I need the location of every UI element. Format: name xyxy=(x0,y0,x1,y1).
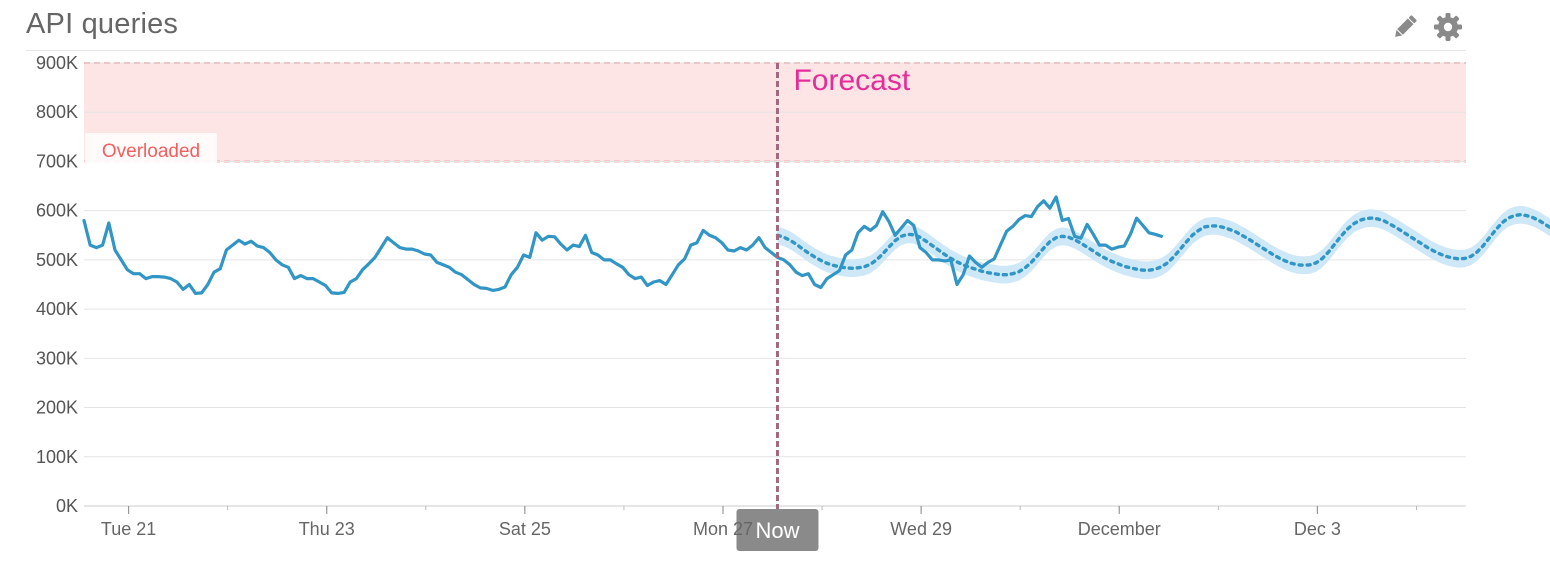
y-tick-label: 0K xyxy=(56,496,78,516)
x-tick-label: Dec 3 xyxy=(1294,519,1341,539)
widget-title: API queries xyxy=(26,8,179,40)
header-divider xyxy=(26,50,1466,51)
series-line-actual xyxy=(82,195,1164,295)
y-tick-label: 700K xyxy=(36,151,78,171)
now-label: Now xyxy=(755,518,799,543)
y-tick-label: 200K xyxy=(36,398,78,418)
pencil-icon[interactable] xyxy=(1390,12,1420,42)
y-tick-label: 100K xyxy=(36,447,78,467)
x-tick-label: Wed 29 xyxy=(890,519,952,539)
now-badge xyxy=(736,509,819,551)
y-tick-label: 800K xyxy=(36,102,78,122)
overloaded-label: Overloaded xyxy=(102,141,200,162)
forecast-confidence-band xyxy=(777,205,1550,284)
y-tick-label: 900K xyxy=(36,53,78,73)
y-tick-label: 600K xyxy=(36,201,78,221)
x-tick-label: Thu 23 xyxy=(299,519,355,539)
series-line-forecast xyxy=(775,212,1550,277)
x-tick-label: Mon 27 xyxy=(693,519,753,539)
forecast-label: Forecast xyxy=(793,64,910,97)
y-tick-label: 400K xyxy=(36,299,78,319)
gear-icon[interactable] xyxy=(1433,12,1463,42)
y-tick-label: 300K xyxy=(36,348,78,368)
y-tick-label: 500K xyxy=(36,250,78,270)
overloaded-label-box xyxy=(85,133,217,166)
x-tick-label: December xyxy=(1078,519,1161,539)
x-tick-label: Tue 21 xyxy=(101,519,156,539)
x-tick-label: Sat 25 xyxy=(499,519,551,539)
